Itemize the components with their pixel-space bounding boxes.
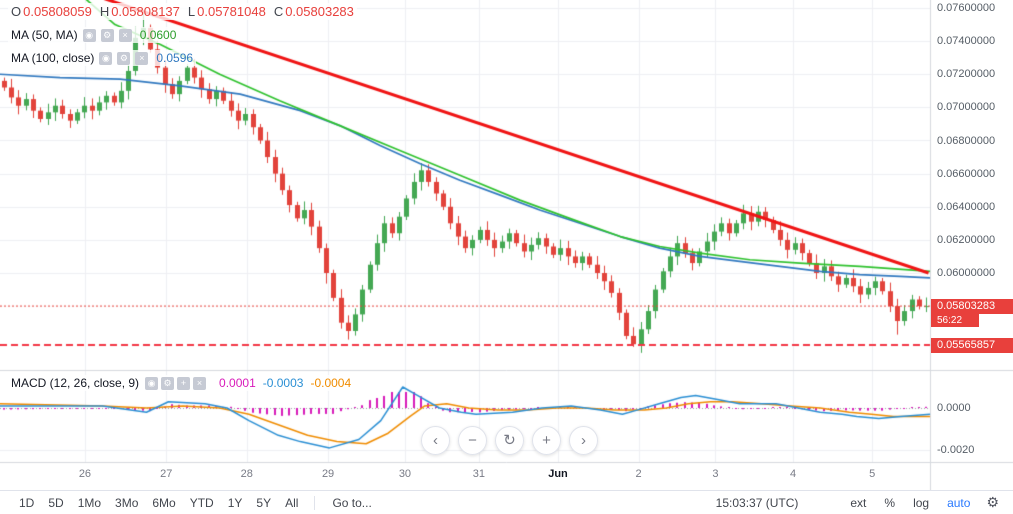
chart-nav-buttons: ‹ − ↻ + › [421,426,598,455]
indicator-value: 0.0596 [156,51,194,65]
time-axis-label: 26 [78,468,92,480]
price-axis-label: 0.07000000 [937,101,996,114]
indicator-row-0: MA (50, MA) ◉ ⚙ × 0.0600 [8,27,180,43]
gear-icon[interactable]: ⚙ [117,51,131,65]
range-button-1y[interactable]: 1Y [227,495,243,510]
ohlc-letter: O [11,4,22,19]
ohlc-l: L 0.05781048 [188,4,266,19]
eye-icon[interactable]: ◉ [82,28,96,42]
price-axis-label: 0.06000000 [937,267,996,279]
scale-toggle-log[interactable]: log [913,495,930,510]
range-button-1mo[interactable]: 1Mo [77,495,102,510]
ohlc-value: 0.05803283 [285,4,354,19]
macd-value: -0.0003 [262,376,304,390]
ohlc-value: 0.05808137 [111,4,180,19]
price-axis-label: 0.07400000 [937,35,996,48]
indicator-label: MA (50, MA) [11,28,78,42]
range-button-6mo[interactable]: 6Mo [152,495,176,510]
price-axis-label: 0.06400000 [937,200,996,213]
macd-axis-label: 0.0000 [937,402,971,414]
time-axis-label: 2 [635,468,642,480]
scale-toggles: ext% log auto [850,496,970,510]
gear-icon[interactable]: ⚙ [161,376,175,390]
ohlc-value: 0.05781048 [197,4,266,19]
price-axis-label: 0.06800000 [937,134,996,147]
pan-left-button[interactable]: ‹ [421,426,450,455]
countdown-tag: 56:22 [931,313,979,327]
range-button-3mo[interactable]: 3Mo [115,495,139,510]
macd-label: MACD (12, 26, close, 9) [11,376,140,390]
macd-value: -0.0004 [310,376,352,390]
indicator-value: 0.0600 [139,28,177,42]
close-icon[interactable]: × [135,51,149,65]
plus-icon[interactable]: + [177,376,191,390]
time-axis-label: 27 [160,468,173,480]
time-axis-label: 29 [321,468,335,480]
price-axis-label: 0.07600000 [937,2,996,14]
range-buttons: 1D 5D 1Mo 3Mo 6Mo YTD 1Y 5Y All [12,496,305,510]
settings-gear-icon[interactable]: ⚙ [986,494,999,510]
scale-toggle-percent[interactable]: % [884,495,896,510]
macd-legend: MACD (12, 26, close, 9) ◉ ⚙ + × 0.0001 -0.00… [8,375,355,391]
reset-view-button[interactable]: ↻ [495,426,524,455]
price-axis-label: 0.07200000 [937,68,996,81]
time-axis-label: 31 [472,468,486,480]
range-button-5y[interactable]: 5Y [256,495,272,510]
ohlc-h: H 0.05808137 [100,4,180,19]
ohlc-o: O 0.05808059 [11,4,92,19]
ohlc-letter: H [99,4,110,19]
price-axis-label: 0.06600000 [937,167,996,180]
toolbar-divider [314,495,316,510]
time-axis-label: 4 [790,468,797,480]
indicator-rows: MA (50, MA) ◉ ⚙ × 0.0600 MA (100, close) ◉ ⚙ × 0.… [8,27,357,66]
ohlc-value: 0.05808059 [23,4,92,19]
current-price-tag: 0.05803283 [931,298,1013,314]
time-axis-label: Jun [548,468,568,480]
price-axis-label: 0.06200000 [937,233,996,246]
scale-toggle-ext[interactable]: ext [850,495,867,510]
goto-button[interactable]: Go to... [332,495,372,510]
time-axis-label: 28 [240,468,253,480]
ohlc-row: O 0.05808059 H 0.05808137 L 0.05781048 C 0.0580… [8,3,357,20]
close-icon[interactable]: × [193,376,207,390]
eye-icon[interactable]: ◉ [99,51,113,65]
macd-legend-icons: ◉ ⚙ + × [145,376,207,390]
ohlc-c: C 0.05803283 [274,4,354,19]
indicator-row-1: MA (100, close) ◉ ⚙ × 0.0596 [8,50,197,66]
eye-icon[interactable]: ◉ [145,376,159,390]
session-clock[interactable]: 15:03:37 (UTC) [715,495,799,510]
zoom-out-button[interactable]: − [458,426,487,455]
time-axis-label: 30 [398,468,412,480]
gear-icon[interactable]: ⚙ [100,28,114,42]
zoom-in-button[interactable]: + [532,426,561,455]
scale-toggle-auto[interactable]: auto [947,495,971,510]
macd-axis-label: -0.0020 [937,444,975,456]
range-button-1d[interactable]: 1D [19,495,35,510]
ohlc-letter: L [187,4,196,19]
time-axis-label: 3 [712,468,719,480]
range-button-all[interactable]: All [285,495,299,510]
range-button-ytd[interactable]: YTD [189,495,214,510]
time-axis-label: 5 [869,468,876,480]
ohlc-letter: C [273,4,284,19]
support-price-tag: 0.05565857 [931,337,1013,353]
indicator-label: MA (100, close) [11,51,95,65]
bottom-toolbar: 1D 5D 1Mo 3Mo 6Mo YTD 1Y 5Y All Go to... 15:03:3… [0,490,1013,514]
macd-value: 0.0001 [219,376,256,390]
pan-right-button[interactable]: › [569,426,598,455]
range-button-5d[interactable]: 5D [48,495,64,510]
close-icon[interactable]: × [118,28,132,42]
indicator-legend: O 0.05808059 H 0.05808137 L 0.05781048 C 0.0580… [8,3,357,66]
price-chart-canvas[interactable] [0,0,1013,490]
macd-values: 0.0001 -0.0003 -0.0004 [212,376,351,390]
